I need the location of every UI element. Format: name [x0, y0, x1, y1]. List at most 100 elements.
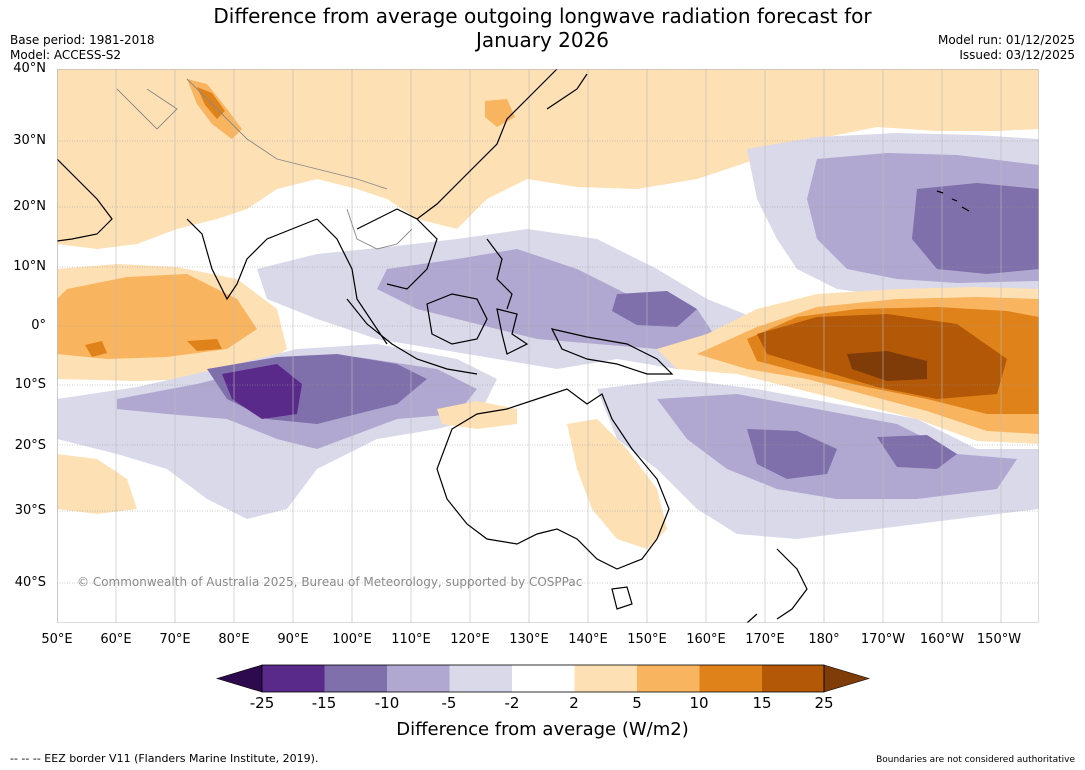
lon-label-100e: 100°E — [332, 632, 372, 647]
cb-tick-neg25: -25 — [249, 694, 275, 712]
cb-tick-neg2: -2 — [504, 694, 520, 712]
lat-label-40n: 40°N — [13, 61, 46, 76]
colorbar-bin-3 — [387, 665, 450, 692]
anomaly-asia-positive — [57, 69, 1039, 249]
coast-japan — [546, 73, 588, 110]
colorbar-bin-1 — [262, 665, 325, 692]
lon-label-150e: 150°E — [627, 632, 667, 647]
colorbar-bin-6 — [574, 665, 637, 692]
coast-hawaii — [936, 190, 970, 212]
coast-borneo — [426, 293, 488, 345]
coast-sumatra — [346, 298, 478, 375]
meta-right: Model run: 01/12/2025 Issued: 03/12/2025 — [938, 33, 1075, 63]
cb-tick-2: 2 — [569, 694, 579, 712]
colorbar-over-arrow — [823, 664, 870, 693]
colorbar-bin-4 — [449, 665, 512, 692]
anomaly-west-australia-pos2 — [437, 401, 517, 429]
lat-label-10n: 10°N — [13, 259, 46, 274]
anomaly-indian-ocean-pos10a — [85, 341, 107, 357]
lon-label-130e: 130°E — [509, 632, 549, 647]
anomaly-maritime-neg5 — [377, 249, 717, 349]
coast-philippines — [486, 238, 513, 310]
lat-label-30s: 30°S — [14, 503, 46, 518]
colorbar-under-arrow — [216, 664, 263, 693]
cb-tick-5: 5 — [632, 694, 642, 712]
anomaly-south-indian-neg15 — [222, 364, 302, 419]
colorbar-bin-8 — [699, 665, 762, 692]
coast-se-asia — [316, 208, 438, 345]
footer-disclaimer: Boundaries are not considered authoritat… — [876, 755, 1075, 765]
map-frame — [57, 69, 1039, 623]
lat-label-20s: 20°S — [14, 438, 46, 453]
lat-label-10s: 10°S — [14, 377, 46, 392]
lat-label-20n: 20°N — [13, 199, 46, 214]
coast-sulawesi — [496, 308, 529, 355]
anomaly-east-asia-5 — [485, 99, 515, 127]
map-area — [57, 69, 1039, 623]
coastlines — [57, 69, 970, 623]
coast-china — [416, 69, 558, 220]
cb-tick-neg5: -5 — [441, 694, 457, 712]
model-run: Model run: 01/12/2025 — [937, 33, 1075, 47]
lon-label-170w: 170°W — [860, 632, 906, 647]
colorbar-bin-2 — [324, 665, 387, 692]
footer-eez-note: -- -- -- EEZ border V11 (Flanders Marine… — [10, 752, 319, 765]
border-indochina — [346, 208, 413, 250]
lon-label-140e: 140°E — [568, 632, 608, 647]
cb-tick-15: 15 — [752, 694, 772, 712]
anomaly-sw-indian-pos2 — [57, 454, 137, 514]
cb-tick-neg10: -10 — [374, 694, 400, 712]
anomaly-australia-pos2 — [567, 419, 667, 549]
country-borders — [116, 78, 413, 250]
lon-label-80e: 80°E — [218, 632, 250, 647]
lon-label-160e: 160°E — [686, 632, 726, 647]
cb-tick-25: 25 — [814, 694, 834, 712]
lon-label-50e: 50°E — [41, 632, 73, 647]
colorbar-frame — [261, 664, 825, 693]
lat-label-30n: 30°N — [13, 133, 46, 148]
colorbar-title: Difference from average (W/m2) — [396, 719, 689, 740]
lon-label-70e: 70°E — [159, 632, 191, 647]
border-central-asia — [116, 88, 178, 130]
coast-australia — [436, 388, 670, 570]
lon-label-110e: 110°E — [391, 632, 431, 647]
lon-label-150w: 150°W — [976, 632, 1022, 647]
anomaly-indian-ocean-pos5 — [57, 274, 257, 359]
anomaly-indian-ocean-pos10b — [187, 339, 222, 351]
anomaly-north-pacific-neg10 — [912, 183, 1039, 274]
colorbar-bin-5 — [512, 665, 575, 692]
copyright-notice: © Commonwealth of Australia 2025, Bureau… — [77, 575, 583, 589]
graticule-meridians — [57, 69, 1002, 623]
colorbar-bin-7 — [637, 665, 700, 692]
cb-tick-neg15: -15 — [311, 694, 337, 712]
anomaly-maritime-neg10 — [612, 291, 697, 327]
colorbar-bin-9 — [762, 665, 824, 692]
title-line-1: Difference from average outgoing longwav… — [213, 4, 872, 28]
lon-label-90e: 90°E — [277, 632, 309, 647]
cb-tick-10: 10 — [689, 694, 709, 712]
anomaly-south-pacific-neg5 — [657, 394, 1017, 499]
coast-new-guinea — [550, 328, 674, 375]
anomaly-south-pacific-neg10b — [877, 435, 957, 469]
coast-tasmania — [611, 586, 633, 610]
coast-india — [186, 218, 318, 301]
map-title: Difference from average outgoing longwav… — [0, 4, 1085, 52]
base-period: Base period: 1981-2018 — [10, 33, 155, 47]
lon-label-180: 180° — [808, 632, 840, 647]
title-line-2: January 2026 — [475, 28, 610, 52]
lon-label-170e: 170°E — [745, 632, 785, 647]
anomaly-eq-pacific-pos25 — [847, 351, 927, 381]
lon-label-60e: 60°E — [100, 632, 132, 647]
colorbar — [216, 664, 870, 693]
model-name: Model: ACCESS-S2 — [10, 48, 122, 62]
coast-new-zealand — [746, 548, 808, 623]
lat-label-0: 0° — [31, 318, 46, 333]
lon-label-160w: 160°W — [919, 632, 965, 647]
issued-date: Issued: 03/12/2025 — [959, 48, 1075, 62]
anomaly-south-pacific-neg10 — [747, 429, 837, 479]
coast-arabia — [57, 158, 113, 242]
meta-left: Base period: 1981-2018 Model: ACCESS-S2 — [10, 33, 155, 63]
border-himalaya — [186, 78, 388, 190]
lon-label-120e: 120°E — [450, 632, 490, 647]
lat-label-40s: 40°S — [14, 575, 46, 590]
